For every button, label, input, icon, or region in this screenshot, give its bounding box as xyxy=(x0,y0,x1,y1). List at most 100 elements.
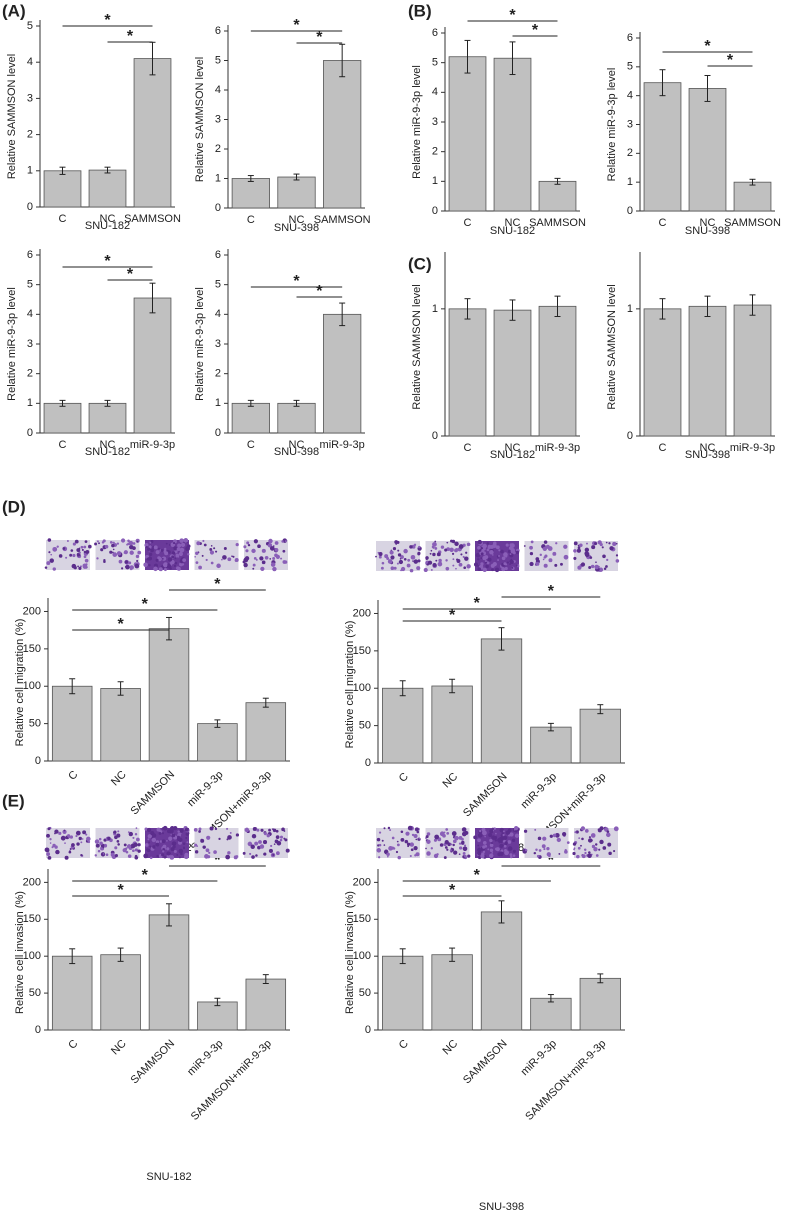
cell xyxy=(193,827,198,832)
cell xyxy=(473,835,477,840)
cell xyxy=(180,852,183,856)
cell xyxy=(510,548,515,553)
cell xyxy=(501,567,506,572)
cell xyxy=(98,837,102,841)
cell xyxy=(253,557,257,560)
y-tick-label: 2 xyxy=(627,147,633,159)
cell xyxy=(387,826,391,830)
cell xyxy=(254,841,259,846)
cell xyxy=(541,844,546,849)
x-axis-label: SNU-398 xyxy=(685,449,730,461)
cell xyxy=(118,559,123,564)
bar xyxy=(538,180,577,212)
micrograph-bg xyxy=(244,540,288,570)
cell xyxy=(273,843,276,846)
cell xyxy=(530,540,534,544)
cell xyxy=(482,555,487,561)
cell xyxy=(449,547,454,553)
cell xyxy=(146,848,151,853)
cell xyxy=(149,856,153,860)
cell xyxy=(386,852,390,857)
cell xyxy=(252,567,255,570)
cell xyxy=(453,834,456,837)
bar xyxy=(231,178,270,209)
cell xyxy=(478,549,482,552)
y-axis-label: Relative miR-9-3p level xyxy=(411,65,423,179)
cell xyxy=(276,840,282,846)
cell xyxy=(477,558,480,561)
micrograph xyxy=(242,538,288,572)
cell xyxy=(383,827,386,830)
cell xyxy=(55,849,60,855)
cell xyxy=(407,558,411,562)
y-tick-label: 0 xyxy=(35,755,41,767)
cell xyxy=(552,551,557,556)
cell xyxy=(546,846,550,851)
cell xyxy=(477,844,480,847)
significance-label: * xyxy=(532,22,539,39)
cell xyxy=(135,554,140,559)
cell xyxy=(116,839,120,843)
cell xyxy=(94,839,100,844)
bar xyxy=(148,914,190,1031)
cell xyxy=(242,560,246,564)
cell xyxy=(267,543,273,548)
cell xyxy=(480,557,483,560)
y-tick-label: 2 xyxy=(27,368,33,380)
error-bar xyxy=(399,948,406,965)
bar xyxy=(100,954,141,1031)
cell xyxy=(272,566,277,572)
cell xyxy=(558,852,561,855)
y-tick-label: 0 xyxy=(627,430,633,442)
cell xyxy=(386,556,390,560)
cell xyxy=(264,555,269,560)
cell xyxy=(566,841,570,844)
cell xyxy=(95,843,100,848)
cell xyxy=(46,561,51,566)
cell xyxy=(182,842,186,845)
cell xyxy=(143,853,149,859)
cell xyxy=(461,827,467,832)
cell xyxy=(49,838,52,841)
cell xyxy=(166,839,168,842)
cell xyxy=(436,552,441,557)
cell xyxy=(453,850,458,855)
cell xyxy=(503,844,507,848)
y-tick-label: 2 xyxy=(27,129,33,141)
cell xyxy=(556,837,561,843)
cell xyxy=(47,538,52,542)
x-tick-label: C xyxy=(397,1038,411,1052)
cell xyxy=(168,836,173,841)
cell xyxy=(491,852,494,854)
cell xyxy=(69,835,74,839)
y-tick-label: 4 xyxy=(432,86,438,98)
x-tick-label: SAMMSON+miR-9-3p xyxy=(189,1038,274,1123)
cell xyxy=(602,554,606,559)
significance-label: * xyxy=(214,576,221,593)
x-tick-label: C xyxy=(66,1038,80,1052)
cell xyxy=(444,548,448,552)
cell xyxy=(418,545,421,549)
x-tick-label: NC xyxy=(505,217,521,229)
cell xyxy=(400,566,406,572)
cell xyxy=(173,564,177,567)
cell xyxy=(71,843,75,847)
cell xyxy=(134,833,138,836)
cell xyxy=(433,838,437,842)
cell xyxy=(388,846,393,851)
x-axis-label: SNU-398 xyxy=(274,446,319,458)
cell xyxy=(179,562,184,567)
y-tick-label: 0 xyxy=(27,427,33,439)
cell xyxy=(276,851,280,854)
cell xyxy=(477,539,482,545)
cell xyxy=(608,542,611,545)
error-bar xyxy=(554,177,561,185)
cell xyxy=(543,847,546,851)
cell xyxy=(162,562,168,568)
x-axis-label: SNU-398 xyxy=(685,225,730,237)
x-tick-label: C xyxy=(247,439,255,451)
cell xyxy=(83,545,87,549)
cell xyxy=(452,564,455,567)
bar xyxy=(277,402,316,434)
cell xyxy=(114,846,118,850)
